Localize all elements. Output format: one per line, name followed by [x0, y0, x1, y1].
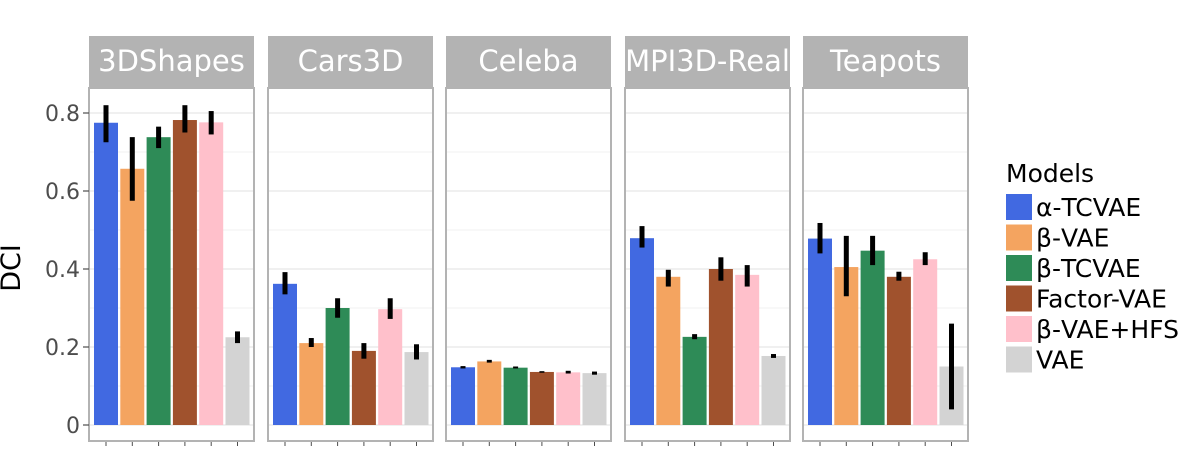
bar-1-0: [273, 283, 297, 425]
panel-cars3d: Cars3D: [267, 36, 434, 446]
bar-0-0: [94, 122, 118, 425]
legend-label-4: β-VAE+HFS: [1036, 315, 1179, 344]
bar-4-2: [860, 250, 885, 425]
bar-2-5: [582, 373, 607, 425]
y-axis-title: DCI: [0, 244, 27, 292]
facet-strip-label: 3DShapes: [98, 44, 245, 78]
legend-swatch-1: [1006, 224, 1032, 251]
legend-swatch-2: [1006, 255, 1032, 281]
y-tick-label: 0.4: [45, 258, 80, 283]
facet-strip-label: Cars3D: [298, 44, 404, 78]
y-tick-label: 0.2: [45, 336, 80, 361]
bar-4-4: [913, 259, 938, 425]
bar-2-3: [529, 371, 554, 425]
legend: Models α-TCVAEβ-VAEβ-TCVAEFactor-VAEβ-VA…: [1006, 159, 1179, 375]
facet-strip-label: Celeba: [478, 44, 578, 78]
facet-strip: [803, 36, 968, 88]
bar-3-3: [708, 269, 733, 425]
legend-title: Models: [1006, 159, 1094, 188]
bar-1-5: [404, 352, 429, 425]
facet-strip: [268, 36, 433, 88]
y-axis: 0 0.2 0.4 0.6 0.8: [45, 102, 89, 439]
legend-label-2: β-TCVAE: [1036, 254, 1141, 283]
bar-1-3: [351, 350, 376, 425]
panel-celeba: Celeba: [445, 36, 612, 446]
bar-2-4: [556, 372, 581, 425]
bar-3-0: [630, 238, 654, 425]
bar-1-2: [325, 308, 350, 425]
bar-4-0: [808, 238, 832, 425]
bar-0-2: [146, 137, 171, 425]
bar-1-1: [299, 343, 324, 425]
panel-3dshapes: 3DShapes: [88, 36, 255, 446]
legend-swatch-3: [1006, 285, 1032, 312]
facet-strip-label: MPI3D-Real: [625, 44, 790, 78]
bar-0-4: [199, 122, 224, 426]
bar-2-2: [503, 367, 528, 425]
facet-strip: [89, 36, 254, 88]
legend-label-0: α-TCVAE: [1036, 193, 1141, 222]
facet-strip: [446, 36, 611, 88]
y-tick-label: 0.6: [45, 180, 80, 205]
legend-swatch-0: [1006, 194, 1032, 220]
y-tick-label: 0.8: [45, 102, 80, 127]
bar-3-2: [682, 336, 707, 425]
bar-2-0: [451, 367, 475, 425]
legend-label-5: VAE: [1036, 346, 1084, 375]
bar-3-4: [735, 274, 760, 425]
bar-3-1: [656, 276, 681, 425]
panel-mpi3d-real: MPI3D-Real: [624, 36, 791, 446]
bar-0-3: [172, 120, 197, 426]
facet-strip-label: Teapots: [829, 44, 941, 78]
bar-4-3: [886, 276, 911, 425]
bar-1-4: [378, 309, 403, 425]
bar-2-1: [477, 361, 502, 425]
panels-layer: 3DShapes Cars3D Celeba MPI3D-Real Teapots: [88, 36, 969, 446]
y-tick-label: 0: [66, 414, 80, 439]
legend-label-1: β-VAE: [1036, 224, 1109, 253]
legend-swatch-4: [1006, 316, 1032, 342]
legend-label-3: Factor-VAE: [1036, 285, 1167, 314]
legend-swatch-5: [1006, 346, 1032, 373]
bar-0-1: [120, 168, 145, 425]
panel-teapots: Teapots: [802, 36, 969, 446]
bar-3-5: [761, 355, 786, 425]
bar-0-5: [225, 337, 250, 425]
facet-strip: [625, 36, 790, 88]
